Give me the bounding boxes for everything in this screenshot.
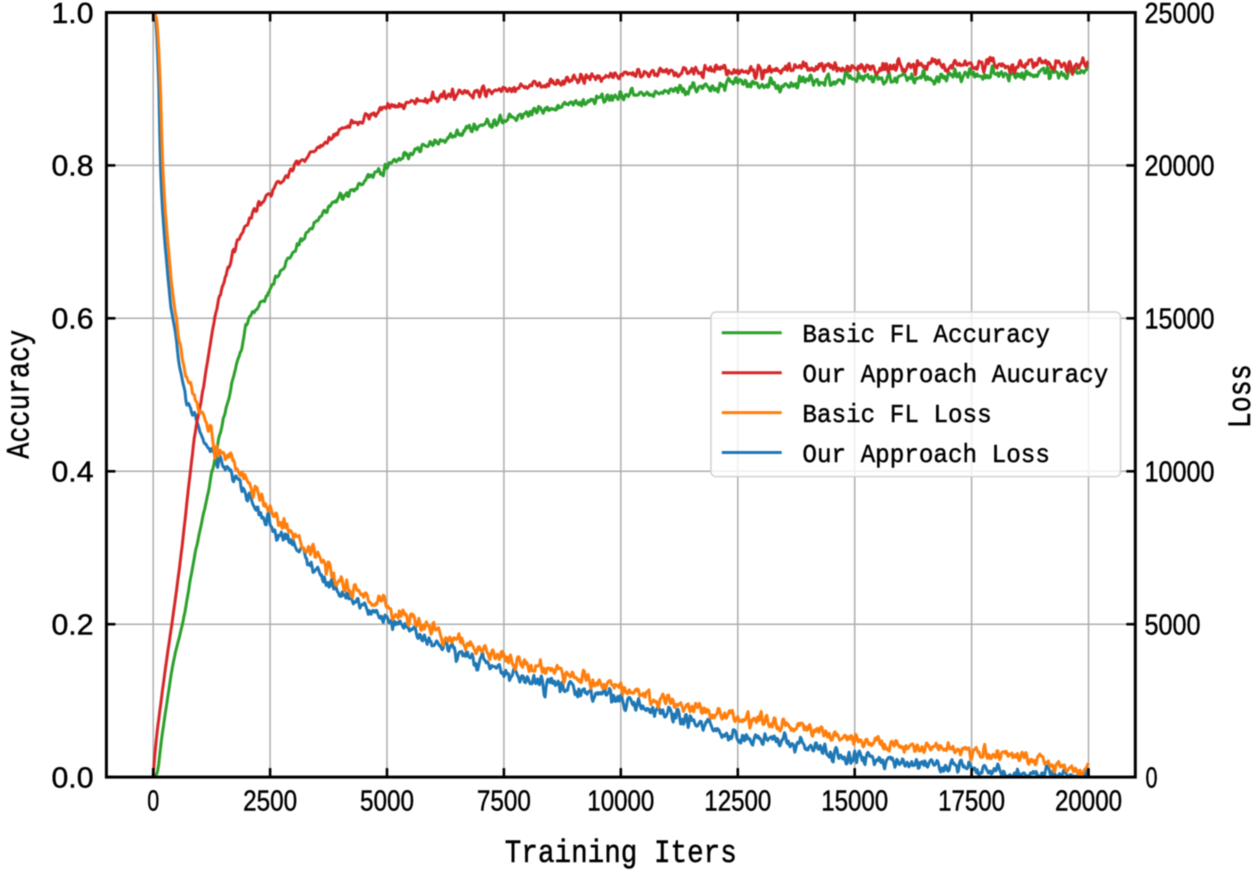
svg-text:15000: 15000 <box>1145 304 1215 336</box>
svg-text:Accuracy: Accuracy <box>2 330 39 459</box>
svg-text:25000: 25000 <box>1145 0 1215 30</box>
svg-text:0.2: 0.2 <box>52 610 94 642</box>
svg-text:0.4: 0.4 <box>52 457 94 489</box>
svg-text:0.8: 0.8 <box>52 151 94 183</box>
svg-text:17500: 17500 <box>938 786 1005 818</box>
svg-text:0.0: 0.0 <box>52 762 94 794</box>
svg-text:Our Approach Aucuracy: Our Approach Aucuracy <box>802 360 1108 390</box>
svg-text:0: 0 <box>147 786 159 818</box>
svg-text:Basic FL Loss: Basic FL Loss <box>802 400 991 430</box>
svg-text:20000: 20000 <box>1055 786 1122 818</box>
svg-text:2500: 2500 <box>243 786 297 818</box>
svg-text:10000: 10000 <box>587 786 654 818</box>
svg-text:1.0: 1.0 <box>52 0 94 30</box>
svg-text:Training Iters: Training Iters <box>505 835 737 872</box>
svg-text:Loss: Loss <box>1223 364 1255 428</box>
svg-text:12500: 12500 <box>704 786 771 818</box>
svg-text:0.6: 0.6 <box>52 304 94 336</box>
svg-text:20000: 20000 <box>1145 151 1215 183</box>
svg-text:15000: 15000 <box>821 786 888 818</box>
svg-text:Our Approach Loss: Our Approach Loss <box>802 440 1050 470</box>
svg-text:0: 0 <box>1146 762 1158 794</box>
svg-text:10000: 10000 <box>1145 457 1215 489</box>
svg-text:5000: 5000 <box>1145 610 1201 642</box>
svg-text:Basic FL Accuracy: Basic FL Accuracy <box>802 320 1050 350</box>
svg-text:7500: 7500 <box>477 786 531 818</box>
svg-text:5000: 5000 <box>360 786 414 818</box>
